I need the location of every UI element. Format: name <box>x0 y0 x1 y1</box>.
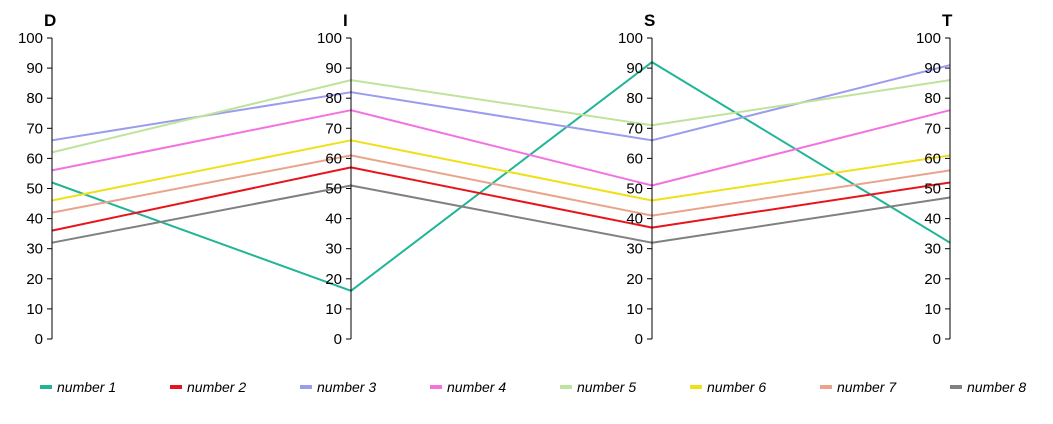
tick-label: 100 <box>618 30 643 47</box>
tick-label: 40 <box>26 211 43 228</box>
tick-label: 60 <box>325 150 342 167</box>
series-line-4 <box>51 109 951 187</box>
tick-label: 10 <box>26 301 43 318</box>
axes: 0102030405060708090100D01020304050607080… <box>18 11 953 348</box>
legend-item: number 4 <box>430 379 506 395</box>
legend-item: number 8 <box>950 379 1026 395</box>
tick-label: 50 <box>26 181 43 198</box>
legend-item: number 3 <box>300 379 376 395</box>
tick-label: 80 <box>924 90 941 107</box>
tick-label: 30 <box>626 241 643 258</box>
tick-label: 10 <box>325 301 342 318</box>
series-line-1 <box>51 61 951 292</box>
tick-label: 0 <box>635 331 643 348</box>
series-line-7 <box>51 154 951 217</box>
tick-label: 70 <box>626 120 643 137</box>
tick-label: 100 <box>18 30 43 47</box>
tick-label: 40 <box>626 211 643 228</box>
tick-label: 10 <box>626 301 643 318</box>
tick-label: 60 <box>626 150 643 167</box>
tick-label: 80 <box>26 90 43 107</box>
axis-title: D <box>44 11 56 30</box>
axis-title: S <box>644 11 655 30</box>
legend-label: number 6 <box>707 379 766 395</box>
series-line-8 <box>51 184 951 244</box>
legend-item: number 5 <box>560 379 636 395</box>
legend-item: number 2 <box>170 379 246 395</box>
tick-label: 50 <box>325 181 342 198</box>
tick-label: 0 <box>933 331 941 348</box>
tick-label: 100 <box>916 30 941 47</box>
tick-label: 20 <box>626 271 643 288</box>
tick-label: 30 <box>325 241 342 258</box>
tick-label: 0 <box>334 331 342 348</box>
tick-label: 10 <box>924 301 941 318</box>
tick-label: 70 <box>924 120 941 137</box>
tick-label: 90 <box>626 60 643 77</box>
tick-label: 20 <box>26 271 43 288</box>
legend-label: number 3 <box>317 379 376 395</box>
tick-label: 0 <box>35 331 43 348</box>
tick-label: 70 <box>26 120 43 137</box>
tick-label: 60 <box>26 150 43 167</box>
legend-label: number 4 <box>447 379 506 395</box>
tick-label: 90 <box>924 60 941 77</box>
tick-label: 90 <box>26 60 43 77</box>
tick-label: 40 <box>924 211 941 228</box>
legend: number 1 number 2 number 3 number 4 number 5… <box>40 379 1026 395</box>
tick-label: 40 <box>325 211 342 228</box>
series-line-5 <box>51 79 951 154</box>
axis-title: I <box>343 11 348 30</box>
tick-label: 100 <box>317 30 342 47</box>
legend-label: number 1 <box>57 379 116 395</box>
series-line-6 <box>51 139 951 202</box>
series-line-2 <box>51 166 951 232</box>
legend-item: number 1 <box>40 379 116 395</box>
tick-label: 20 <box>924 271 941 288</box>
legend-label: number 7 <box>837 379 897 395</box>
tick-label: 90 <box>325 60 342 77</box>
legend-item: number 7 <box>820 379 897 395</box>
legend-label: number 2 <box>187 379 246 395</box>
tick-label: 50 <box>626 181 643 198</box>
tick-label: 60 <box>924 150 941 167</box>
tick-label: 70 <box>325 120 342 137</box>
axis-title: T <box>942 11 953 30</box>
legend-label: number 5 <box>577 379 636 395</box>
series-lines <box>51 61 951 292</box>
legend-item: number 6 <box>690 379 766 395</box>
tick-label: 30 <box>924 241 941 258</box>
tick-label: 30 <box>26 241 43 258</box>
tick-label: 20 <box>325 271 342 288</box>
tick-label: 80 <box>325 90 342 107</box>
legend-label: number 8 <box>967 379 1026 395</box>
tick-label: 80 <box>626 90 643 107</box>
tick-label: 50 <box>924 181 941 198</box>
